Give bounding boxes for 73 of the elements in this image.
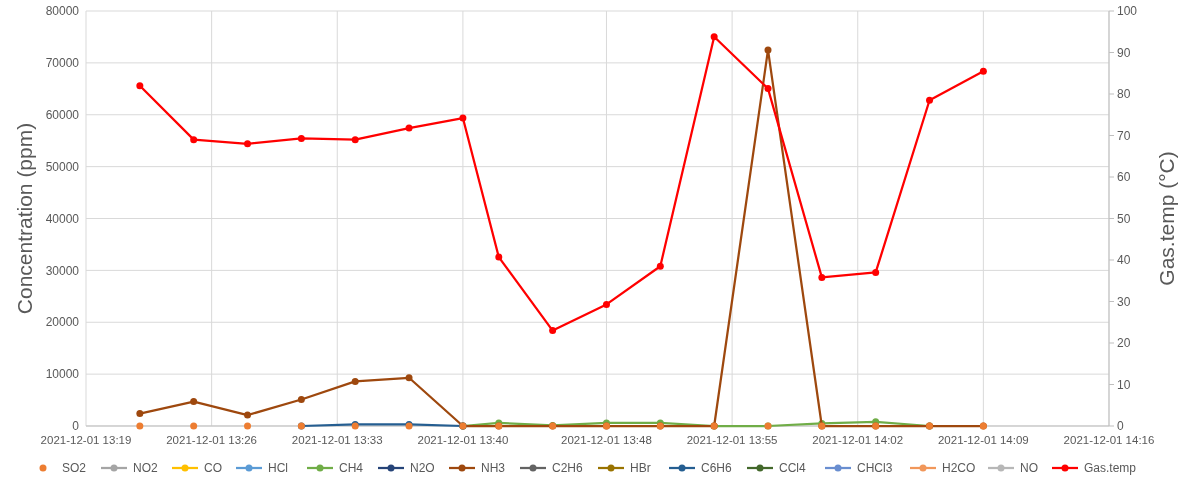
x-tick-label: 2021-12-01 13:26 — [166, 434, 258, 446]
legend-label: HBr — [630, 461, 651, 476]
y2-tick-label: 50 — [1117, 211, 1131, 226]
y-tick-label: 40000 — [45, 211, 80, 226]
point — [136, 410, 144, 418]
point — [549, 327, 557, 335]
x-tick-label: 2021-12-01 13:40 — [417, 434, 509, 446]
y-tick-label: 50000 — [45, 159, 80, 174]
legend-label: C2H6 — [552, 461, 584, 476]
y2-tick-label: 0 — [1117, 419, 1124, 434]
y2-tick-label: 40 — [1117, 253, 1131, 268]
legend-label: CHCl3 — [857, 461, 893, 476]
x-tick-label: 2021-12-01 13:48 — [561, 434, 652, 446]
legend-label: N2O — [410, 461, 435, 476]
point — [244, 140, 252, 148]
y-tick-label: 30000 — [45, 263, 80, 278]
point — [136, 422, 144, 430]
y2-tick-label: 70 — [1117, 128, 1131, 143]
point — [190, 398, 198, 406]
legend-label: CCl4 — [779, 461, 806, 476]
y2-tick-label: 30 — [1117, 294, 1131, 309]
point — [244, 422, 252, 430]
point — [495, 253, 503, 261]
x-tick-label: 2021-12-01 13:19 — [40, 434, 132, 446]
point — [190, 422, 198, 430]
y-tick-label: 70000 — [45, 56, 80, 71]
y2-axis-title: Gas.temp (°C) — [1155, 151, 1178, 286]
x-tick-label: 2021-12-01 14:16 — [1063, 434, 1155, 446]
y-tick-label: 10000 — [45, 367, 80, 382]
point — [926, 96, 934, 104]
legend-label: CH4 — [339, 461, 364, 476]
x-tick-label: 2021-12-01 14:09 — [937, 434, 1029, 446]
point — [602, 300, 610, 308]
point — [764, 85, 772, 93]
point — [405, 124, 413, 132]
point — [297, 134, 305, 142]
x-tick-label: 2021-12-01 13:33 — [291, 434, 383, 446]
y2-tick-label: 100 — [1117, 4, 1138, 19]
legend-label: HCl — [268, 461, 288, 476]
y-axis-title: Concentration (ppm) — [13, 122, 36, 315]
point — [244, 411, 252, 419]
point — [297, 396, 305, 404]
y-tick-label: 20000 — [45, 315, 80, 330]
legend-label: NO2 — [133, 461, 158, 476]
point — [872, 268, 880, 276]
legend-label: CO — [204, 461, 222, 476]
point — [710, 33, 718, 41]
legend-label: SO2 — [62, 461, 87, 476]
legend-label: NH3 — [481, 461, 506, 476]
point — [656, 262, 664, 270]
point — [459, 114, 467, 122]
y2-tick-label: 10 — [1117, 377, 1131, 392]
point — [136, 82, 144, 90]
point — [351, 377, 359, 385]
x-tick-label: 2021-12-01 14:02 — [812, 434, 904, 446]
legend-label: NO — [1020, 461, 1038, 476]
y2-tick-label: 90 — [1117, 45, 1131, 60]
y-tick-label: 60000 — [45, 107, 80, 122]
point — [764, 46, 772, 54]
y-tick-label: 0 — [72, 419, 80, 434]
y2-tick-label: 80 — [1117, 87, 1131, 102]
y-tick-label: 80000 — [45, 4, 80, 19]
legend-label: C6H6 — [701, 461, 733, 476]
y2-tick-label: 60 — [1117, 170, 1131, 185]
legend-label: Gas.temp — [1084, 461, 1137, 476]
point — [190, 136, 198, 144]
point — [979, 67, 987, 75]
point — [405, 374, 413, 382]
legend-label: H2CO — [942, 461, 976, 476]
y2-tick-label: 20 — [1117, 336, 1131, 351]
point — [351, 136, 359, 144]
point — [818, 273, 826, 281]
x-tick-label: 2021-12-01 13:55 — [686, 434, 778, 446]
